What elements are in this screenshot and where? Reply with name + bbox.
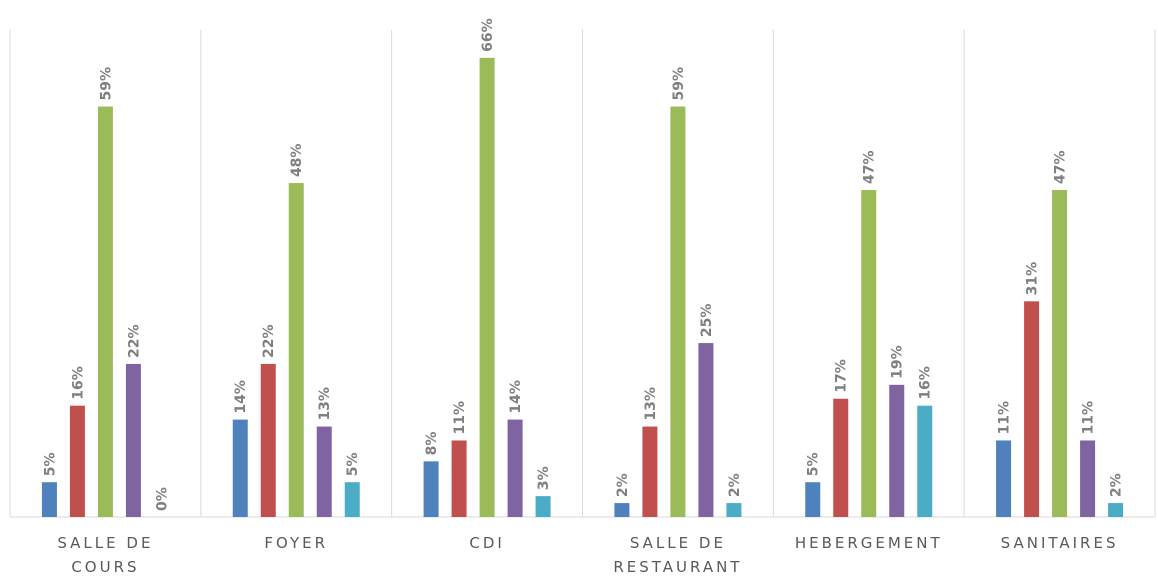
bar [698, 343, 714, 517]
x-tick-label: CDI [469, 534, 504, 552]
bar [996, 440, 1012, 517]
data-label: 14% [233, 380, 249, 414]
data-label: 2% [1109, 473, 1125, 497]
bar [69, 405, 85, 517]
data-label: 59% [98, 67, 114, 101]
bar [917, 405, 933, 517]
data-label: 11% [452, 401, 468, 435]
bar [535, 496, 551, 517]
data-label: 0% [154, 487, 170, 511]
data-label: 11% [997, 401, 1013, 435]
bar [1080, 440, 1096, 517]
bar [344, 482, 360, 517]
data-label: 14% [508, 380, 524, 414]
data-label: 5% [806, 452, 822, 476]
bar [642, 426, 658, 517]
data-label: 22% [261, 324, 277, 358]
bar [507, 419, 523, 517]
bar [260, 363, 276, 517]
bar [316, 426, 332, 517]
data-label: 17% [834, 359, 850, 393]
data-label: 66% [480, 18, 496, 52]
data-label: 2% [615, 473, 631, 497]
x-tick-label: SANITAIRES [1001, 534, 1119, 552]
data-label: 22% [126, 324, 142, 358]
bar [833, 398, 849, 517]
data-label: 5% [345, 452, 361, 476]
data-label: 59% [671, 67, 687, 101]
bar [1024, 301, 1040, 517]
data-label: 8% [424, 432, 440, 456]
bar [614, 503, 630, 517]
x-tick-label: FOYER [264, 534, 328, 552]
x-tick-label: SALLE DE COURS [57, 534, 153, 576]
bar [805, 482, 821, 517]
data-label: 13% [317, 387, 333, 421]
data-label: 2% [727, 473, 743, 497]
data-label: 5% [42, 452, 58, 476]
data-label: 31% [1025, 262, 1041, 296]
data-label: 25% [699, 304, 715, 338]
bar [288, 183, 304, 518]
data-label: 13% [643, 387, 659, 421]
data-label: 3% [536, 466, 552, 490]
data-label: 47% [1053, 150, 1069, 184]
data-label: 11% [1081, 401, 1097, 435]
bar [97, 106, 113, 518]
bar [479, 57, 495, 517]
bar [1108, 503, 1124, 517]
bar [423, 461, 439, 517]
bar [451, 440, 467, 517]
bar [861, 190, 877, 517]
bar [41, 482, 57, 517]
bar [125, 363, 141, 517]
x-tick-label: SALLE DE RESTAURANT [613, 534, 742, 576]
bar [232, 419, 248, 517]
data-label: 47% [862, 150, 878, 184]
data-label: 16% [70, 366, 86, 400]
bar [1052, 190, 1068, 517]
data-label: 19% [890, 345, 906, 379]
bar [670, 106, 686, 518]
bar [889, 384, 905, 517]
x-tick-label: HEBERGEMENT [795, 534, 943, 552]
data-label: 16% [918, 366, 934, 400]
data-label: 48% [289, 144, 305, 178]
bar [726, 503, 742, 517]
